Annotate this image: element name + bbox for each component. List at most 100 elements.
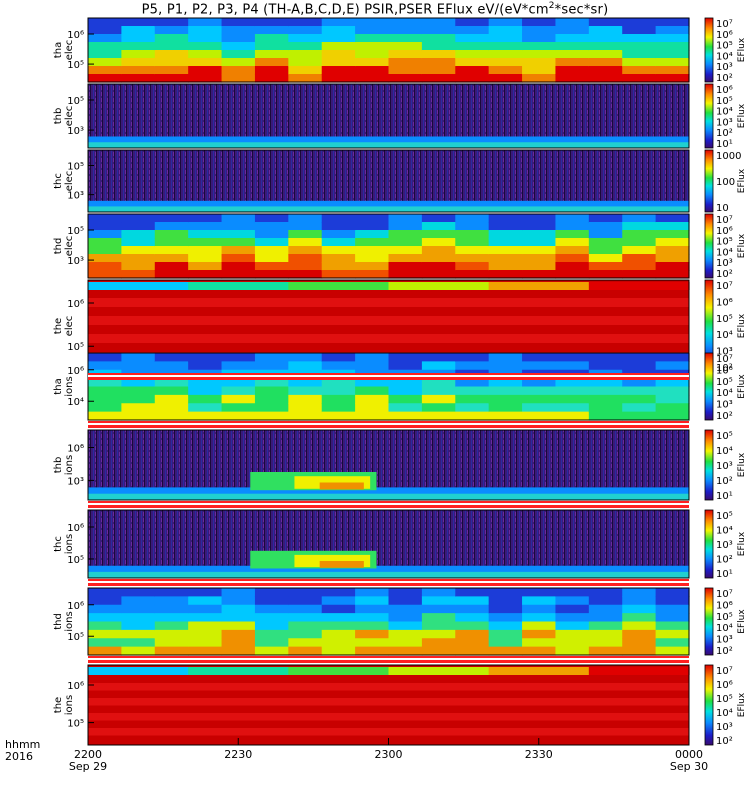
- spectrogram-cell: [655, 214, 690, 223]
- spectrogram-cell: [388, 638, 423, 648]
- spectrogram-cell: [622, 378, 657, 388]
- spectrogram-cell: [221, 353, 256, 362]
- spectrogram-cell: [622, 270, 657, 279]
- spectrogram-cell: [321, 34, 356, 43]
- spectrogram-cell: [488, 34, 523, 43]
- spectrogram-cell: [455, 58, 490, 67]
- panel-label-species: ions: [64, 695, 75, 715]
- spectrogram-cell: [355, 282, 390, 290]
- spectrogram-cell: [88, 34, 122, 43]
- spectrogram-cell: [88, 588, 122, 597]
- spectrogram-cell: [288, 222, 323, 231]
- spectrogram-cell: [188, 621, 223, 631]
- x-date-label: Sep 30: [670, 760, 708, 773]
- spectrogram-cell: [455, 34, 490, 43]
- spectrogram-cell: [655, 74, 690, 83]
- spectrogram-cell: [221, 262, 256, 271]
- spectrogram-cell: [488, 378, 523, 388]
- spectrogram-cell: [121, 50, 156, 59]
- spectrogram-cell: [188, 638, 223, 648]
- spectrogram-cell: [655, 230, 690, 239]
- spectrogram-cell: [622, 262, 657, 271]
- spectrogram-cell: [388, 386, 423, 396]
- spectrogram-cell: [488, 596, 523, 606]
- panel-frame: [87, 83, 690, 149]
- spectrogram-cell: [154, 411, 189, 421]
- spectrogram-cell: [154, 667, 189, 675]
- panel-label-probe: thd: [53, 613, 64, 630]
- spectrogram-cell: [288, 214, 323, 223]
- spectrogram-cell: [188, 282, 223, 290]
- spectrogram-cell: [221, 254, 256, 263]
- spectrogram-cell: [188, 230, 223, 239]
- spectrogram-cell: [588, 34, 623, 43]
- spectrogram-cell: [455, 26, 490, 35]
- spectrogram-cell: [254, 66, 289, 75]
- spectrogram-cell: [355, 621, 390, 631]
- spectrogram-cell: [421, 26, 456, 35]
- panel-separator: [88, 581, 689, 583]
- spectrogram-cell: [88, 596, 122, 606]
- spectrogram-cell: [455, 66, 490, 75]
- spectrogram-cell: [588, 26, 623, 35]
- spectrogram-cell: [622, 596, 657, 606]
- spectrogram-cell: [321, 50, 356, 59]
- spectrogram-cell: [655, 378, 690, 388]
- spectrogram-cell: [88, 378, 122, 388]
- spectrogram-cell: [421, 34, 456, 43]
- chart-title: P5, P1, P2, P3, P4 (TH-A,B,C,D,E) PSIR,P…: [141, 1, 609, 18]
- colorbar-title: EFlux: [737, 313, 747, 338]
- spectrogram-cell: [221, 230, 256, 239]
- spectrogram-cell: [221, 613, 256, 623]
- spectrogram-cell: [388, 50, 423, 59]
- spectrogram-cell: [121, 262, 156, 271]
- spectrogram-cell: [288, 411, 323, 421]
- spectrogram-cell: [121, 246, 156, 255]
- colorbar: [704, 17, 714, 83]
- colorbar-tick-label: 10³: [716, 540, 733, 551]
- spectrogram-cell: [288, 262, 323, 271]
- spectrogram-cell: [421, 246, 456, 255]
- spectrogram-cell: [622, 42, 657, 51]
- spectrogram-cell: [288, 254, 323, 263]
- spectrogram-cell: [154, 378, 189, 388]
- spectrogram-cell: [421, 74, 456, 83]
- y-tick-label: 10⁵: [67, 60, 84, 71]
- colorbar-tick-label: 10³: [716, 347, 733, 358]
- spectrogram-cell: [588, 270, 623, 279]
- spectrogram-cell: [88, 621, 122, 631]
- spectrogram-cell: [288, 361, 323, 371]
- spectrogram-cell: [388, 596, 423, 606]
- spectrogram-cell: [254, 238, 289, 247]
- spectrogram-cell: [388, 34, 423, 43]
- colorbar: [704, 587, 714, 656]
- spectrogram-cell: [221, 222, 256, 231]
- spectrogram-cell: [522, 66, 557, 75]
- spectrogram-cell: [154, 42, 189, 51]
- spectrogram-band: [88, 136, 689, 143]
- colorbar-title: EFlux: [737, 531, 747, 556]
- spectrogram-cell: [522, 411, 557, 421]
- spectrogram-cell: [655, 58, 690, 67]
- spectrogram-cell: [455, 353, 490, 362]
- spectrogram-cell: [488, 646, 523, 656]
- spectrogram-cell: [488, 629, 523, 639]
- spectrogram-cell: [421, 282, 456, 290]
- spectrogram-cell: [188, 34, 223, 43]
- spectrogram-cell: [555, 262, 590, 271]
- panel-label-probe: thb: [53, 108, 64, 125]
- spectrogram-cell: [522, 403, 557, 413]
- colorbar-tick-label: 10⁷: [716, 281, 733, 292]
- spectrogram-cell: [588, 254, 623, 263]
- spectrogram-cell: [455, 74, 490, 83]
- spectrogram-cell: [488, 667, 523, 675]
- y-tick-label: 10⁵: [67, 555, 84, 566]
- spectrogram-cell: [488, 621, 523, 631]
- spectrogram-cell: [455, 361, 490, 371]
- spectrogram-cell: [188, 353, 223, 362]
- spectrogram-cell: [121, 282, 156, 290]
- spectrogram-cell: [655, 411, 690, 421]
- spectrogram-cell: [288, 394, 323, 404]
